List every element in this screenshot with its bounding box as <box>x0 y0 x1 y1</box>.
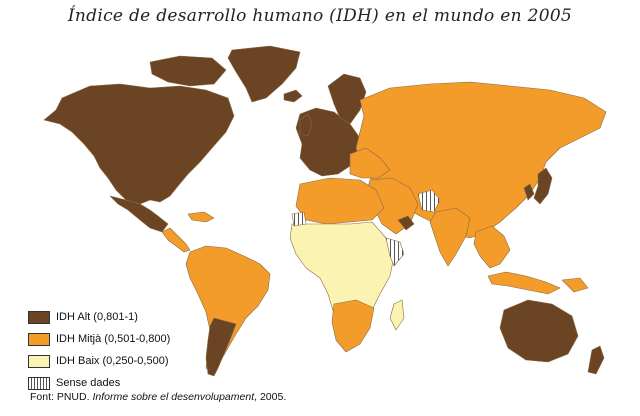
source-prefix: Font: PNUD. <box>30 391 93 403</box>
legend-swatch-high <box>28 310 50 324</box>
map-title: Índice de desarrollo humano (IDH) en el … <box>67 6 573 26</box>
region-mexico <box>109 195 169 233</box>
region-southeast-asia <box>473 225 511 269</box>
region-arctic-islands <box>149 55 227 87</box>
source-work: Informe sobre el desenvolupament <box>92 391 255 403</box>
legend-label-high: IDH Alt (0,801-1) <box>56 311 138 323</box>
region-south-america <box>185 245 271 375</box>
region-indonesia <box>487 271 561 295</box>
region-north-america <box>43 83 235 205</box>
region-korea <box>523 183 535 201</box>
region-new-zealand <box>587 345 605 375</box>
region-india <box>429 207 471 267</box>
legend-label-no-data: Sense dades <box>56 377 121 389</box>
region-madagascar <box>389 299 405 331</box>
legend-swatch-no-data <box>28 376 50 390</box>
world-map <box>43 45 607 377</box>
region-scandinavia <box>327 73 367 125</box>
region-central-america <box>161 227 191 253</box>
legend-item-low: IDH Baix (0,250-0,500) <box>28 350 170 372</box>
region-southern-cone <box>205 317 237 377</box>
region-eastern-europe <box>349 147 391 179</box>
region-japan <box>533 167 553 205</box>
map-legend: IDH Alt (0,801-1) IDH Mitjà (0,501-0,800… <box>28 306 170 394</box>
region-iceland <box>283 89 303 103</box>
legend-label-medium: IDH Mitjà (0,501-0,800) <box>56 333 171 345</box>
region-afghanistan <box>417 189 441 213</box>
region-southern-africa <box>331 299 375 353</box>
region-western-sahara <box>291 211 307 227</box>
legend-item-high: IDH Alt (0,801-1) <box>28 306 170 328</box>
region-papua <box>561 277 589 293</box>
legend-swatch-medium <box>28 332 50 346</box>
legend-item-no-data: Sense dades <box>28 372 170 394</box>
region-australia <box>499 299 579 363</box>
source-note: Font: PNUD. Informe sobre el desenvolupa… <box>30 391 286 403</box>
region-somalia <box>385 237 405 267</box>
legend-swatch-low <box>28 354 50 368</box>
region-caribbean <box>187 211 215 223</box>
source-suffix: , 2005. <box>254 391 287 403</box>
region-greenland <box>227 45 301 103</box>
legend-item-medium: IDH Mitjà (0,501-0,800) <box>28 328 170 350</box>
region-british-isles <box>299 113 313 137</box>
region-western-europe <box>295 107 361 177</box>
legend-label-low: IDH Baix (0,250-0,500) <box>56 355 169 367</box>
region-gulf-states <box>397 215 415 231</box>
